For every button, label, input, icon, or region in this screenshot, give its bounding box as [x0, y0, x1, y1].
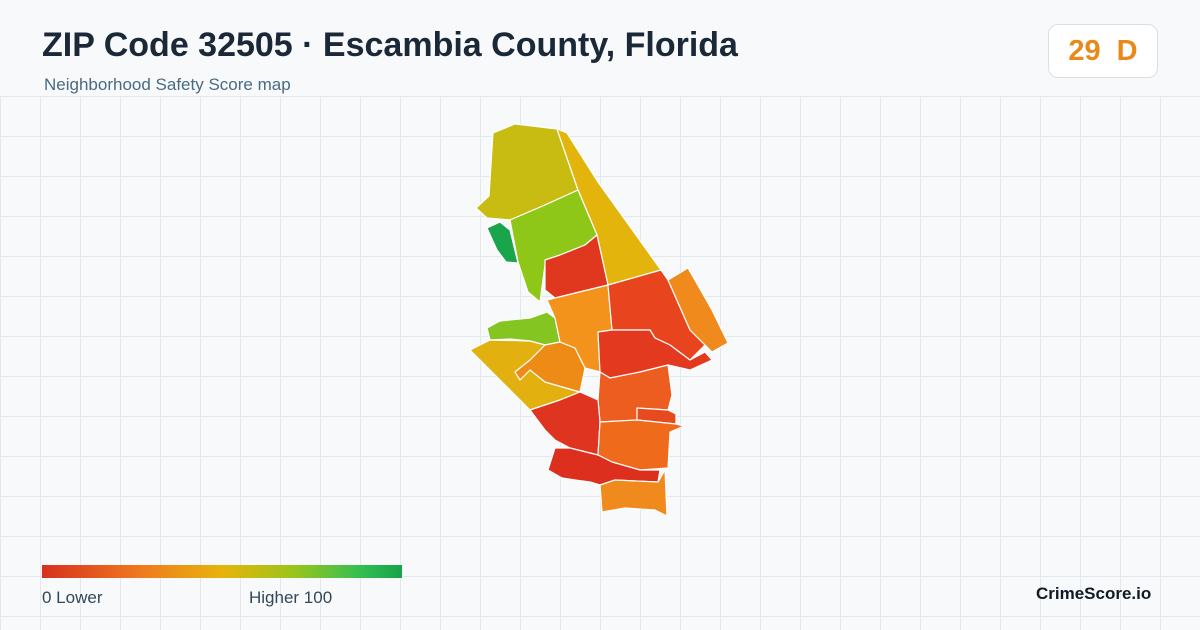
map-area-red-north-central[interactable]: [544, 234, 609, 299]
legend-max-label: Higher 100: [249, 588, 333, 607]
page-subtitle: Neighborhood Safety Score map: [44, 75, 291, 94]
map-area-orange-far-east[interactable]: [667, 267, 729, 353]
map-area-orange-bottom[interactable]: [599, 469, 668, 517]
brand-logo-text[interactable]: CrimeScore.io: [1036, 584, 1152, 603]
score-badge: 29 D: [1048, 24, 1158, 78]
legend-color-scale: [42, 565, 402, 578]
map-areas: [469, 123, 729, 517]
header-band: [0, 0, 1200, 96]
score-grade: D: [1116, 34, 1138, 67]
legend-min-label: 0 Lower: [42, 588, 103, 607]
score-value: 29: [1068, 34, 1101, 67]
map-area-red-orange-narrow[interactable]: [636, 407, 677, 425]
page-title: ZIP Code 32505 · Escambia County, Florid…: [42, 26, 738, 64]
